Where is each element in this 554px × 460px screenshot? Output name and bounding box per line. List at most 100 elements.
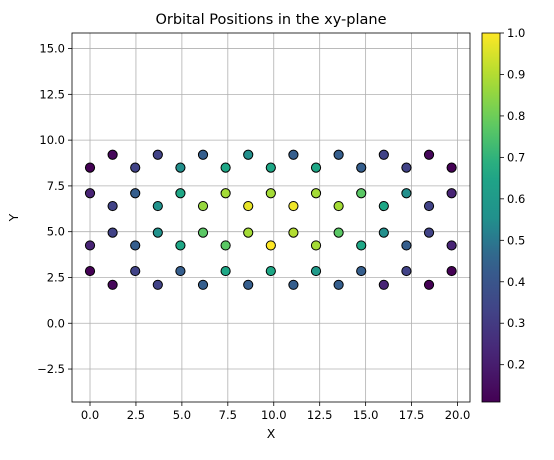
data-point xyxy=(130,265,141,277)
data-point xyxy=(401,162,412,173)
y-tick-label: 7.5 xyxy=(47,179,65,193)
data-point xyxy=(130,188,141,199)
data-point xyxy=(265,240,276,251)
colorbar-tick-label: 0.4 xyxy=(507,275,525,289)
data-point xyxy=(378,279,389,290)
x-tick-label: 17.5 xyxy=(399,408,425,422)
colorbar-tick-label: 0.2 xyxy=(507,358,525,372)
plot-frame xyxy=(71,32,471,403)
data-point xyxy=(197,279,209,290)
x-tick-label: 15.0 xyxy=(353,408,379,422)
data-point xyxy=(356,162,367,173)
data-point xyxy=(220,162,231,173)
data-point xyxy=(423,200,435,212)
data-point xyxy=(175,162,186,173)
data-point xyxy=(197,149,209,160)
y-tick-label: 5.0 xyxy=(47,225,65,239)
y-tick-label: 2.5 xyxy=(47,270,65,284)
x-tick-label: 10.0 xyxy=(261,408,287,422)
data-point xyxy=(288,200,299,212)
data-point xyxy=(107,227,118,238)
data-point xyxy=(197,200,209,212)
data-point xyxy=(446,188,457,199)
colorbar-tick-label: 0.7 xyxy=(507,150,525,164)
data-point xyxy=(423,227,435,238)
data-point xyxy=(288,279,299,290)
grid-lines xyxy=(72,33,470,402)
data-point xyxy=(152,149,163,160)
data-point xyxy=(401,265,412,277)
y-axis-label: Y xyxy=(6,213,21,222)
data-point xyxy=(152,200,163,212)
data-point xyxy=(401,188,412,199)
data-point xyxy=(333,149,344,160)
data-point xyxy=(265,188,276,199)
data-point xyxy=(423,279,435,290)
data-point xyxy=(152,227,163,238)
data-point xyxy=(107,149,118,160)
data-point xyxy=(130,162,141,173)
colorbar-tick-label: 0.8 xyxy=(507,109,525,123)
data-point xyxy=(220,265,231,277)
data-point xyxy=(378,200,389,212)
data-point xyxy=(423,149,435,160)
data-point xyxy=(310,265,322,277)
x-tick-label: 7.5 xyxy=(219,408,237,422)
data-point xyxy=(310,162,322,173)
data-point xyxy=(84,188,96,199)
data-point xyxy=(310,188,322,199)
data-point xyxy=(333,200,344,212)
y-tick-label: 10.0 xyxy=(39,133,65,147)
chart-title: Orbital Positions in the xy-plane xyxy=(155,12,386,28)
colorbar-tick-label: 1.0 xyxy=(507,26,525,40)
x-tick-label: 2.5 xyxy=(127,408,145,422)
data-point xyxy=(310,240,322,251)
data-point xyxy=(288,227,299,238)
data-point xyxy=(197,227,209,238)
data-point xyxy=(333,279,344,290)
data-point xyxy=(243,227,254,238)
data-point xyxy=(333,227,344,238)
data-point xyxy=(378,149,389,160)
data-point xyxy=(84,240,96,251)
data-point xyxy=(243,200,254,212)
colorbar-tick-label: 0.5 xyxy=(507,233,525,247)
x-tick-label: 5.0 xyxy=(173,408,191,422)
x-tick-label: 0.0 xyxy=(81,408,99,422)
data-point xyxy=(446,162,457,173)
data-point xyxy=(446,265,457,277)
colorbar-tick-label: 0.3 xyxy=(507,316,525,330)
x-axis-ticks: 0.0 2.5 5.0 7.5 10.0 12.5 15.0 17.5 20.0 xyxy=(81,402,470,422)
y-tick-label: 12.5 xyxy=(39,87,65,101)
colorbar-tick-label: 0.6 xyxy=(507,192,525,206)
data-point xyxy=(356,265,367,277)
data-point xyxy=(84,265,96,277)
data-point xyxy=(243,149,254,160)
data-point xyxy=(220,240,231,251)
colorbar xyxy=(481,32,501,403)
data-point xyxy=(175,265,186,277)
data-point xyxy=(130,240,141,251)
data-point xyxy=(243,279,254,290)
data-point xyxy=(446,240,457,251)
data-point xyxy=(356,240,367,251)
y-tick-label: −2.5 xyxy=(37,362,65,376)
y-tick-label: 15.0 xyxy=(39,42,65,56)
data-point xyxy=(175,188,186,199)
data-point xyxy=(401,240,412,251)
data-point xyxy=(288,149,299,160)
data-point xyxy=(152,279,163,290)
data-point xyxy=(378,227,389,238)
x-axis-label: X xyxy=(267,426,276,441)
colorbar-tick-label: 0.9 xyxy=(507,67,525,81)
data-point xyxy=(84,162,96,173)
data-point xyxy=(356,188,367,199)
x-tick-label: 12.5 xyxy=(307,408,333,422)
y-tick-label: 0.0 xyxy=(47,316,65,330)
data-point xyxy=(107,200,118,212)
data-point xyxy=(265,265,276,277)
data-point xyxy=(107,279,118,290)
colorbar-ticks: 0.2 0.3 0.4 0.5 0.6 0.7 0.8 0.9 1.0 xyxy=(500,26,525,372)
